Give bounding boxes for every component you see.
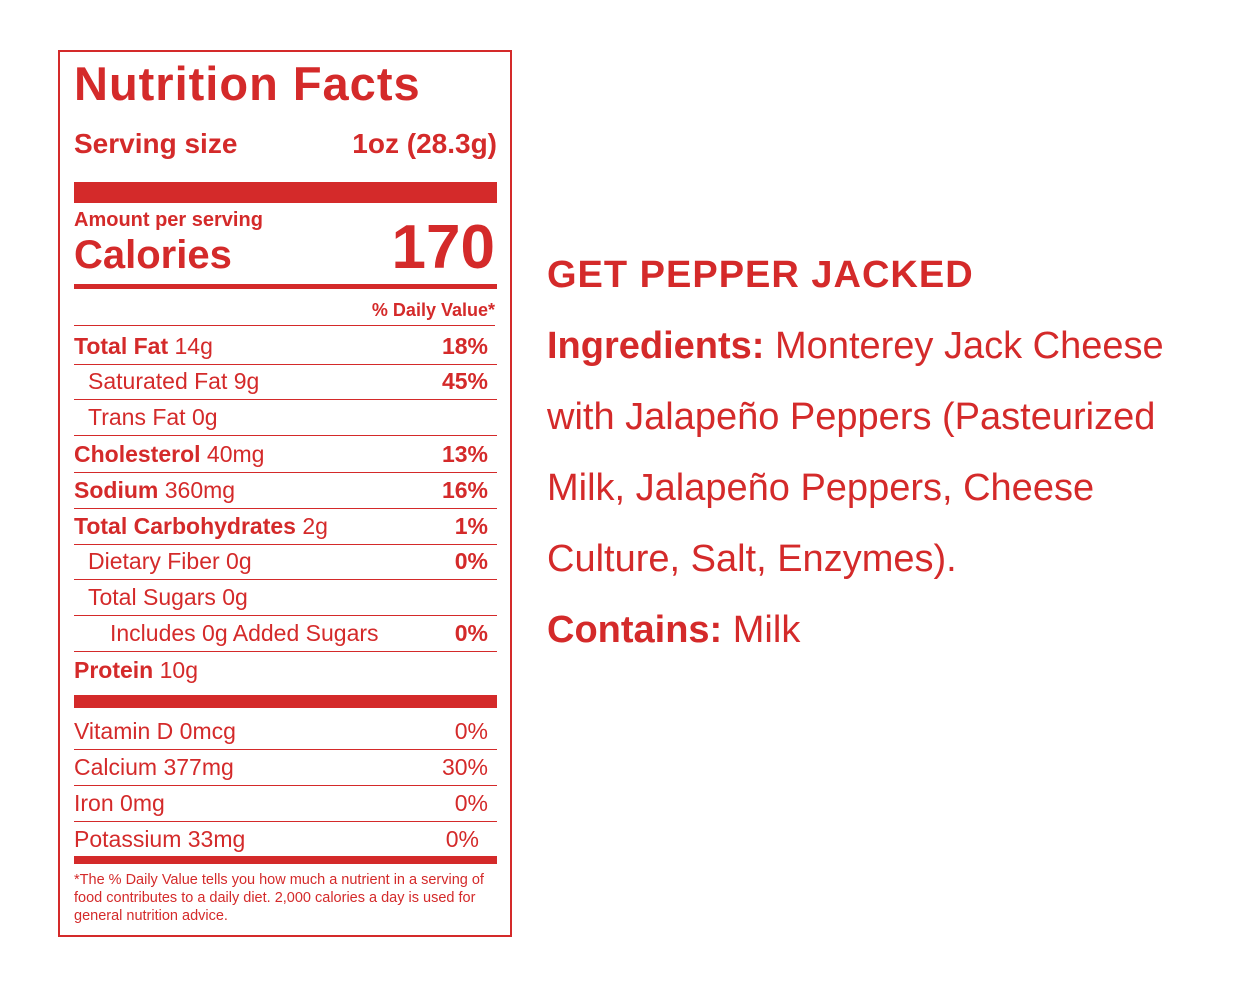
nutrient-name: Includes 0g Added Sugars (110, 620, 379, 646)
nutrient-name: Saturated Fat (88, 368, 228, 394)
nutrient-name: Cholesterol (74, 440, 201, 467)
nutrient-name: Protein (74, 656, 154, 683)
nutrient-amount: 40mg (206, 440, 265, 467)
ingredients: Ingredients: Monterey Jack Cheese with J… (547, 311, 1207, 595)
nutrient-amount: 0g (191, 404, 218, 430)
nutrient-row: Saturated Fat 9g 45% (74, 364, 497, 400)
nutrient-amount: 360mg (164, 476, 236, 503)
nutrient-row: Dietary Fiber 0g 0% (74, 544, 497, 580)
nutrient-dv: 0% (454, 620, 488, 646)
thick-bar (74, 182, 497, 203)
nutrient-amount: 10g (159, 656, 198, 683)
heading: GET PEPPER JACKED (547, 254, 974, 296)
ingredients-label: Ingredients: (547, 325, 765, 367)
nutrient-row: Total Sugars 0g (74, 580, 497, 616)
vitamin-row: Iron 0mg 0% (74, 785, 497, 822)
nutrient-dv: 0% (454, 548, 488, 574)
vitamin-name: Vitamin D (74, 717, 174, 744)
nutrient-name: Sodium (74, 476, 159, 503)
serving-size-label: Serving size (74, 128, 238, 159)
nutrient-amount: 0g (222, 584, 248, 610)
nutrient-row: Includes 0g Added Sugars 0% (74, 616, 497, 652)
vitamin-dv: 0% (445, 825, 479, 852)
thick-bar (74, 695, 497, 708)
vitamin-amount: 0mg (120, 789, 165, 816)
nutrient-dv: 45% (441, 368, 488, 394)
amount-per-serving: Amount per serving (74, 209, 263, 231)
nutrient-amount: 14g (174, 332, 213, 359)
vitamin-row: Vitamin D 0mcg 0% (74, 713, 497, 750)
vitamin-row: Potassium 33mg 0% (74, 821, 488, 857)
nutrient-row: Cholesterol 40mg 13% (74, 436, 497, 473)
vitamin-row: Calcium 377mg 30% (74, 749, 497, 786)
nutrient-row: Sodium 360mg 16% (74, 472, 497, 509)
calories-value: 170 (391, 213, 495, 282)
nutrient-name: Trans Fat (88, 404, 186, 430)
contains-text: Milk (732, 609, 801, 651)
vitamin-amount: 377mg (163, 753, 234, 780)
nutrient-dv: 13% (441, 440, 488, 467)
nutrient-row: Trans Fat 0g (74, 400, 497, 436)
medium-bar (74, 284, 497, 289)
contains-label: Contains: (547, 609, 723, 651)
nutrient-amount: 2g (302, 512, 328, 539)
nutrient-row: Total Fat 14g 18% (74, 328, 497, 365)
vitamin-name: Potassium (74, 825, 182, 852)
nutrient-name: Total Sugars (88, 584, 216, 610)
nutrient-row: Protein 10g (74, 652, 488, 688)
vitamin-name: Calcium (74, 753, 158, 780)
nutrient-name: Total Fat (74, 332, 169, 359)
footnote: *The % Daily Value tells you how much a … (74, 872, 484, 924)
info-block: GET PEPPER JACKED Ingredients: Monterey … (547, 240, 1207, 666)
nutrient-amount: 0g (226, 548, 252, 574)
vitamin-amount: 33mg (187, 825, 246, 852)
nutrient-amount: 9g (233, 368, 260, 394)
label-border (58, 50, 512, 937)
contains: Contains: Milk (547, 595, 1207, 666)
nutrient-name: Dietary Fiber (88, 548, 220, 574)
vitamin-dv: 0% (454, 789, 488, 816)
daily-value-header: % Daily Value* (74, 300, 495, 326)
thick-bar (74, 856, 497, 864)
label-title: Nutrition Facts (74, 57, 421, 110)
calories-label: Calories (74, 233, 232, 277)
vitamin-dv: 30% (441, 753, 488, 780)
vitamin-amount: 0mcg (179, 717, 236, 744)
ingredients-text: Monterey Jack Cheese with Jalapeño Peppe… (547, 325, 1164, 580)
nutrient-name: Total Carbohydrates (74, 512, 296, 539)
vitamin-name: Iron (74, 789, 114, 816)
nutrient-row: Total Carbohydrates 2g 1% (74, 508, 497, 545)
serving-size-value: 1oz (28.3g) (352, 128, 497, 159)
nutrient-dv: 16% (441, 476, 488, 503)
vitamin-dv: 0% (454, 717, 488, 744)
nutrient-dv: 18% (441, 332, 488, 359)
nutrient-dv: 1% (454, 512, 488, 539)
